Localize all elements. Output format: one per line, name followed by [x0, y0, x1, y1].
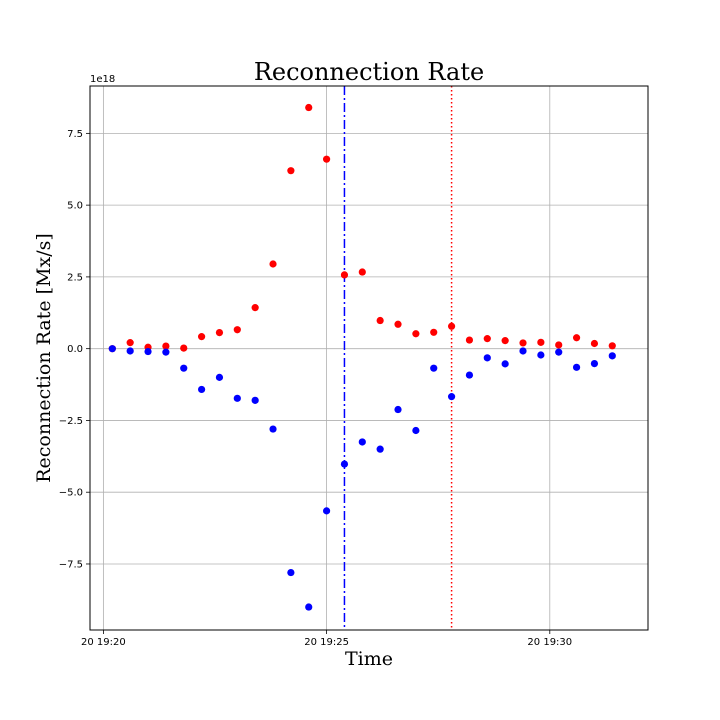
- red-point: [572, 334, 581, 342]
- red-point: [537, 338, 545, 346]
- red-point: [180, 344, 188, 352]
- red-point: [430, 328, 438, 336]
- blue-point: [287, 568, 295, 577]
- y-axis-offset-label: 1e18: [90, 74, 115, 85]
- blue-point: [322, 507, 331, 515]
- red-point: [412, 330, 420, 338]
- x-axis-label: Time: [345, 648, 393, 670]
- blue-point: [376, 445, 384, 453]
- x-tick-label: 20 19:20: [81, 637, 126, 648]
- red-point: [483, 335, 491, 343]
- blue-point: [412, 426, 420, 435]
- blue-point: [590, 359, 599, 368]
- red-point: [126, 339, 134, 347]
- blue-point: [572, 363, 581, 371]
- y-tick-label: 5.0: [67, 201, 83, 212]
- red-point: [287, 167, 295, 175]
- y-axis-ticks: 7.5 5.0 2.5 0.0 −2.5 −5.0 −7.5: [59, 129, 90, 570]
- blue-point: [305, 603, 313, 611]
- blue-point: [162, 348, 170, 356]
- blue-point: [251, 396, 259, 404]
- red-point: [251, 304, 259, 312]
- red-point: [233, 326, 241, 334]
- red-point: [162, 342, 170, 350]
- blue-point: [233, 394, 241, 402]
- y-tick-label: 2.5: [67, 272, 83, 283]
- red-point: [394, 320, 402, 328]
- red-point: [322, 155, 331, 163]
- blue-point: [519, 347, 527, 355]
- blue-point: [430, 364, 438, 372]
- red-point: [501, 337, 509, 345]
- blue-point: [483, 354, 491, 362]
- red-point: [519, 339, 527, 347]
- blue-point: [108, 345, 116, 353]
- blue-point: [555, 348, 563, 356]
- red-point: [376, 316, 384, 325]
- data-points: [108, 103, 616, 611]
- red-point: [608, 342, 616, 350]
- red-point: [215, 328, 224, 337]
- reference-lines: [343, 86, 453, 630]
- y-tick-label: −5.0: [59, 488, 83, 499]
- blue-point: [358, 438, 366, 446]
- x-tick-label: 20 19:25: [304, 637, 349, 648]
- red-point: [340, 271, 349, 279]
- blue-point: [269, 425, 277, 433]
- blue-point: [501, 360, 509, 368]
- blue-point: [608, 352, 616, 360]
- blue-point: [465, 371, 474, 379]
- blue-point: [144, 347, 152, 356]
- blue-point: [198, 385, 206, 394]
- red-point: [198, 333, 206, 341]
- blue-point: [180, 364, 188, 372]
- y-axis-label: Reconnection Rate [Mx/s]: [33, 233, 55, 483]
- red-point: [269, 260, 277, 268]
- y-tick-label: −2.5: [59, 416, 83, 427]
- blue-point: [126, 347, 134, 355]
- x-tick-label: 20 19:30: [527, 637, 572, 648]
- red-point: [305, 103, 313, 112]
- blue-point: [394, 405, 402, 414]
- blue-point: [537, 351, 545, 359]
- y-tick-label: −7.5: [59, 559, 83, 570]
- red-point: [358, 268, 366, 276]
- blue-point: [447, 393, 456, 401]
- blue-point: [215, 373, 224, 381]
- blue-point: [340, 460, 349, 468]
- y-tick-label: 0.0: [67, 344, 83, 355]
- red-point: [447, 322, 456, 330]
- red-point: [555, 341, 563, 349]
- red-point: [590, 339, 599, 348]
- chart-title: Reconnection Rate: [254, 58, 484, 86]
- y-tick-label: 7.5: [67, 129, 83, 140]
- plot-frame: [89, 85, 649, 631]
- x-axis-ticks: 20 19:20 20 19:25 20 19:30: [81, 630, 572, 648]
- red-point: [465, 336, 474, 344]
